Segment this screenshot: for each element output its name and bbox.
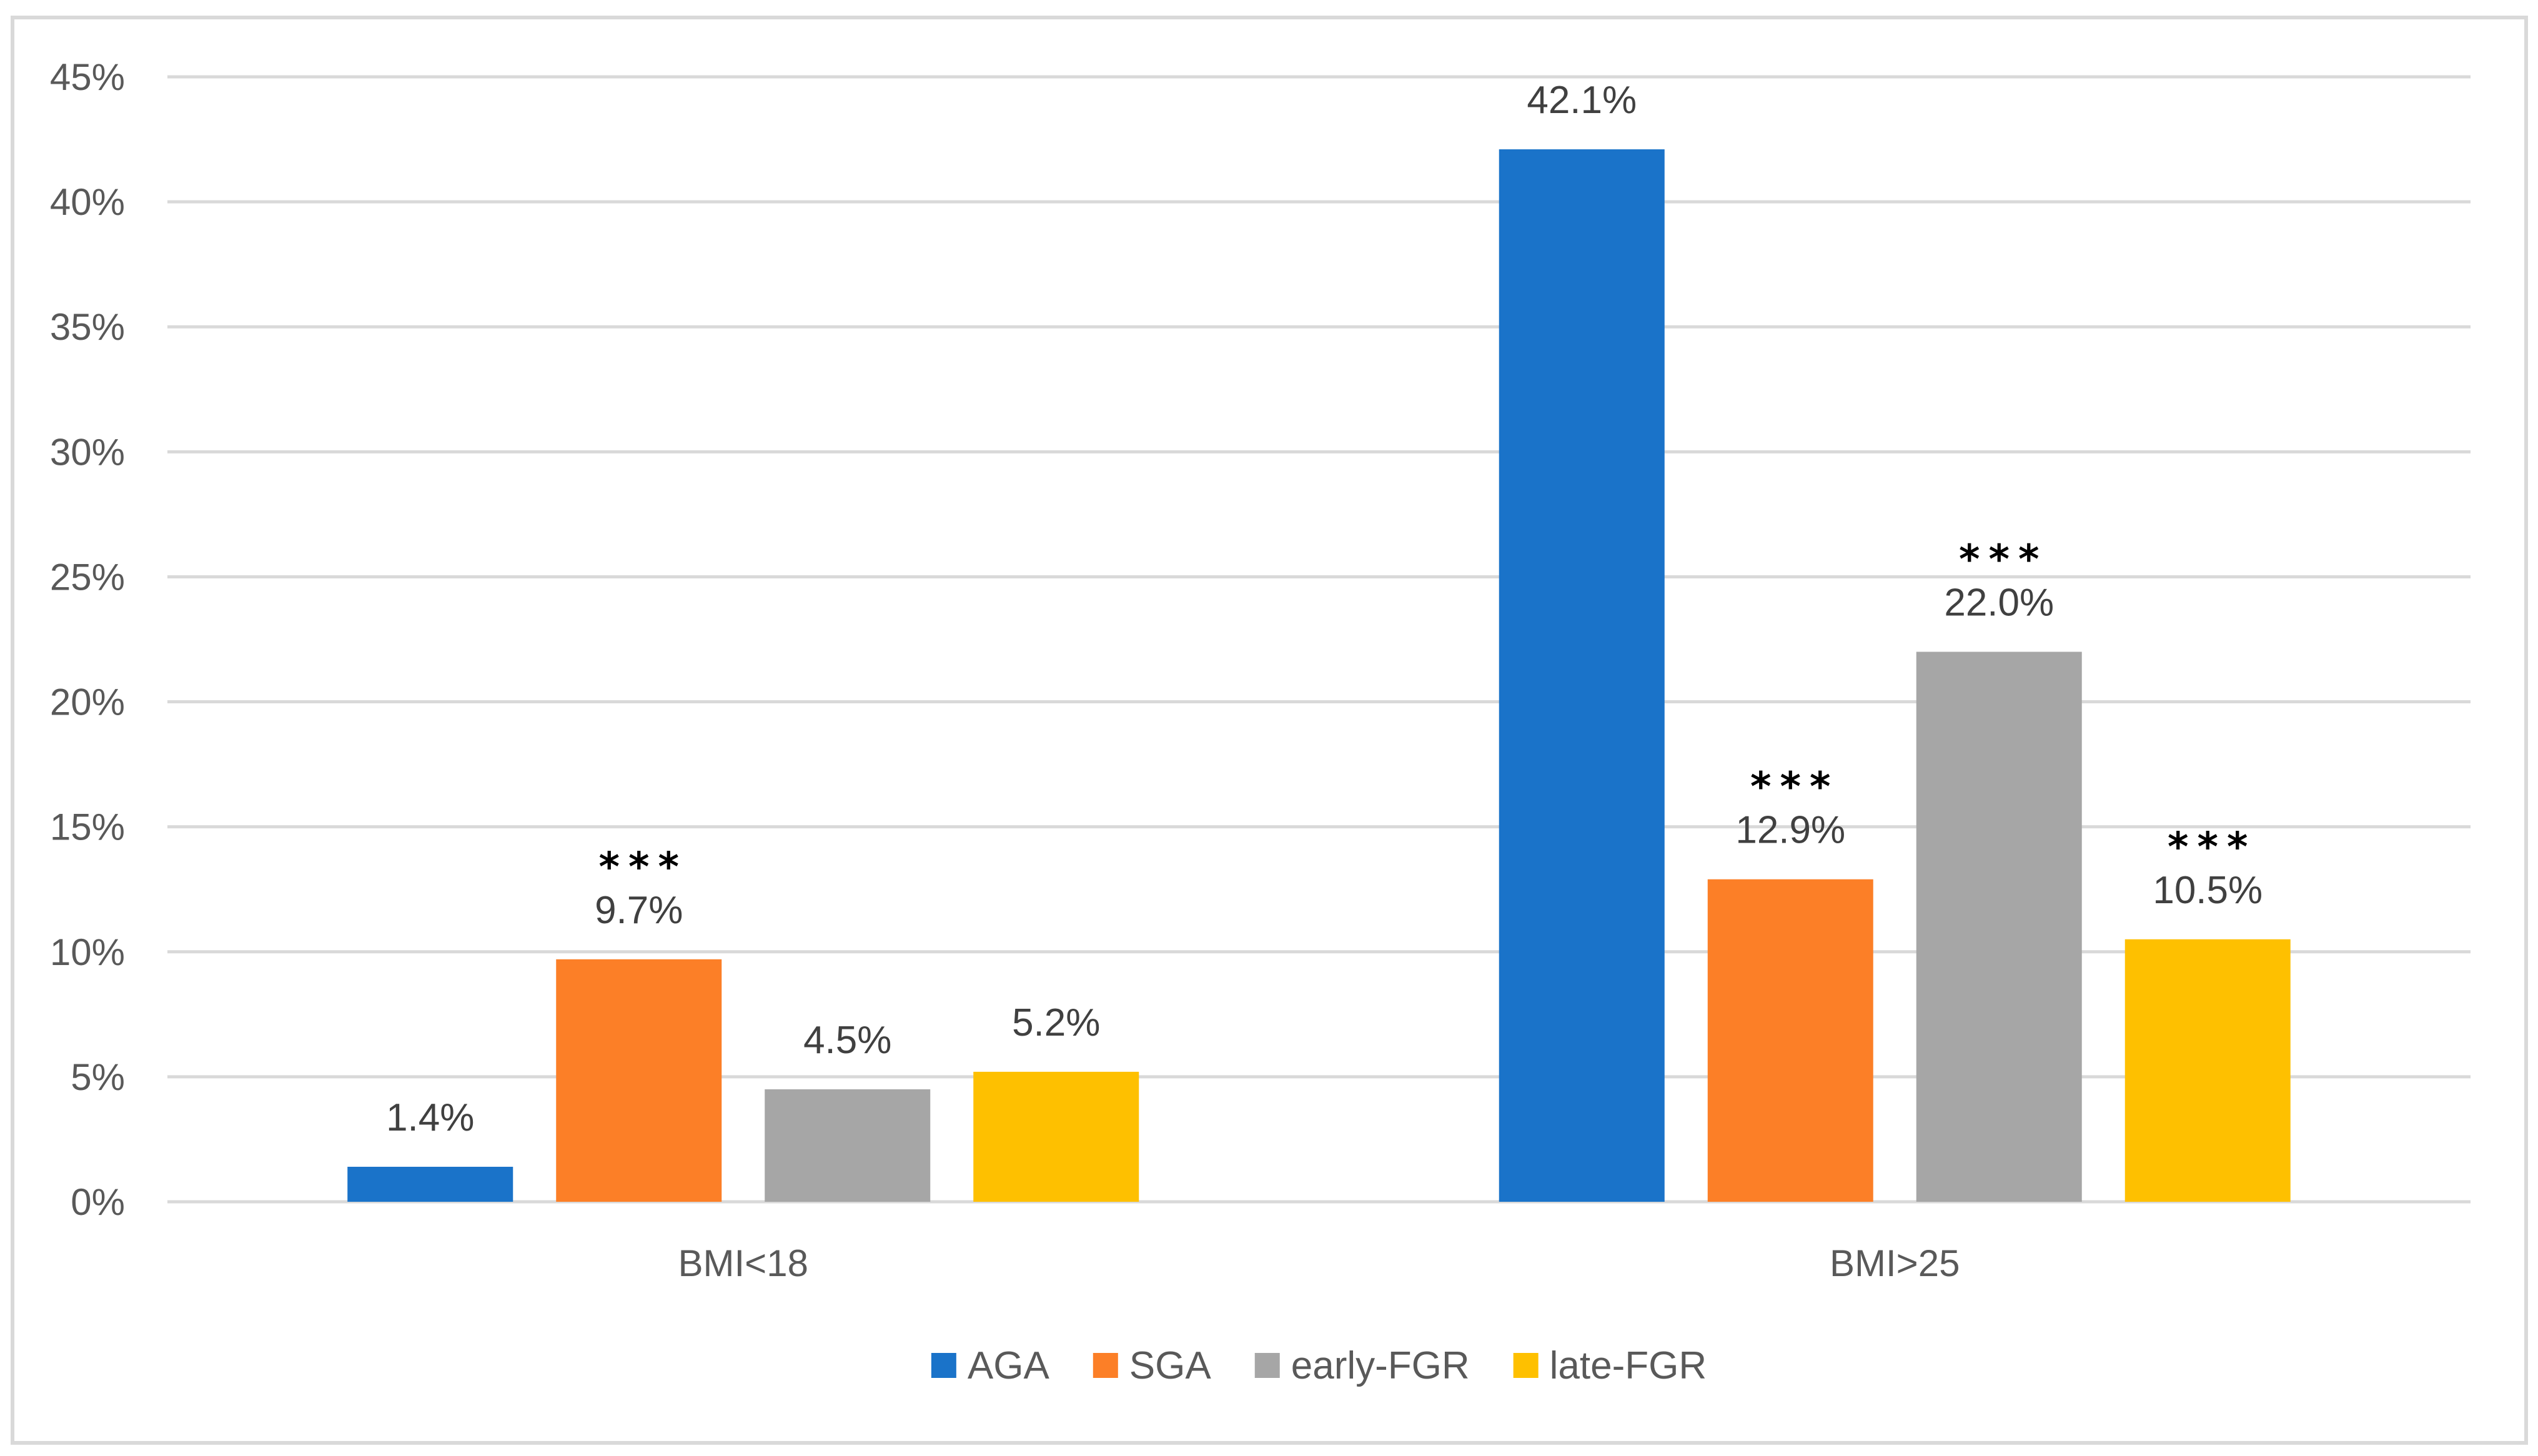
data-labels: 1.4%9.7%***4.5% 5.2%42.1%12.9%***22.0%***… bbox=[386, 79, 2263, 1139]
bar-early-fgr-1 bbox=[765, 1089, 931, 1202]
significance-marker: *** bbox=[2168, 825, 2256, 871]
bar-late-fgr-1 bbox=[973, 1071, 1139, 1202]
legend-label-sga: SGA bbox=[1129, 1344, 1212, 1387]
data-label: 4.5% bbox=[803, 1019, 891, 1062]
legend-label-early-fgr: early-FGR bbox=[1291, 1344, 1470, 1387]
y-tick-label: 10% bbox=[50, 931, 125, 973]
legend-swatch-late-fgr bbox=[1513, 1353, 1539, 1378]
chart-border bbox=[11, 16, 2528, 1445]
y-tick-label: 15% bbox=[50, 806, 125, 848]
data-label: 5.2% bbox=[1012, 1001, 1100, 1044]
data-label: 10.5% bbox=[2153, 869, 2263, 912]
x-tick-label: BMI<18 bbox=[678, 1242, 808, 1284]
significance-marker: *** bbox=[1959, 537, 2048, 583]
bar-aga-2 bbox=[1499, 149, 1665, 1202]
y-axis-tick-labels: 0% 5% 10% 15% 20% 25% 30% 35% 40% 45% bbox=[50, 56, 125, 1223]
data-label: 22.0% bbox=[1944, 582, 2054, 625]
gridlines bbox=[167, 75, 2471, 1204]
y-tick-label: 35% bbox=[50, 306, 125, 348]
bar-aga-1 bbox=[347, 1166, 513, 1202]
y-tick-label: 5% bbox=[71, 1056, 125, 1098]
legend-label-aga: AGA bbox=[968, 1344, 1050, 1387]
y-tick-label: 0% bbox=[71, 1181, 125, 1223]
y-tick-label: 25% bbox=[50, 556, 125, 598]
bar-early-fgr-2 bbox=[1916, 651, 2082, 1202]
y-tick-label: 45% bbox=[50, 56, 125, 98]
significance-marker: *** bbox=[1750, 765, 1839, 811]
y-tick-label: 30% bbox=[50, 431, 125, 473]
bar-late-fgr-2 bbox=[2124, 939, 2291, 1202]
legend-swatch-sga bbox=[1093, 1353, 1118, 1378]
x-axis-tick-labels: BMI<18 BMI>25 bbox=[678, 1242, 1960, 1284]
y-tick-label: 40% bbox=[50, 181, 125, 223]
bar-sga-2 bbox=[1707, 879, 1873, 1202]
data-label: 1.4% bbox=[386, 1096, 474, 1139]
bars bbox=[347, 149, 2291, 1202]
legend-label-late-fgr: late-FGR bbox=[1550, 1344, 1707, 1387]
x-tick-label: BMI>25 bbox=[1830, 1242, 1960, 1284]
legend-swatch-early-fgr bbox=[1254, 1353, 1280, 1378]
legend-swatch-aga bbox=[931, 1353, 956, 1378]
data-label: 9.7% bbox=[595, 889, 683, 932]
significance-marker: *** bbox=[599, 844, 688, 891]
data-label: 42.1% bbox=[1527, 79, 1637, 122]
bar-sga-1 bbox=[556, 959, 722, 1202]
data-label: 12.9% bbox=[1735, 809, 1845, 852]
y-tick-label: 20% bbox=[50, 681, 125, 723]
legend: AGA SGA early-FGR late-FGR bbox=[931, 1344, 1707, 1387]
